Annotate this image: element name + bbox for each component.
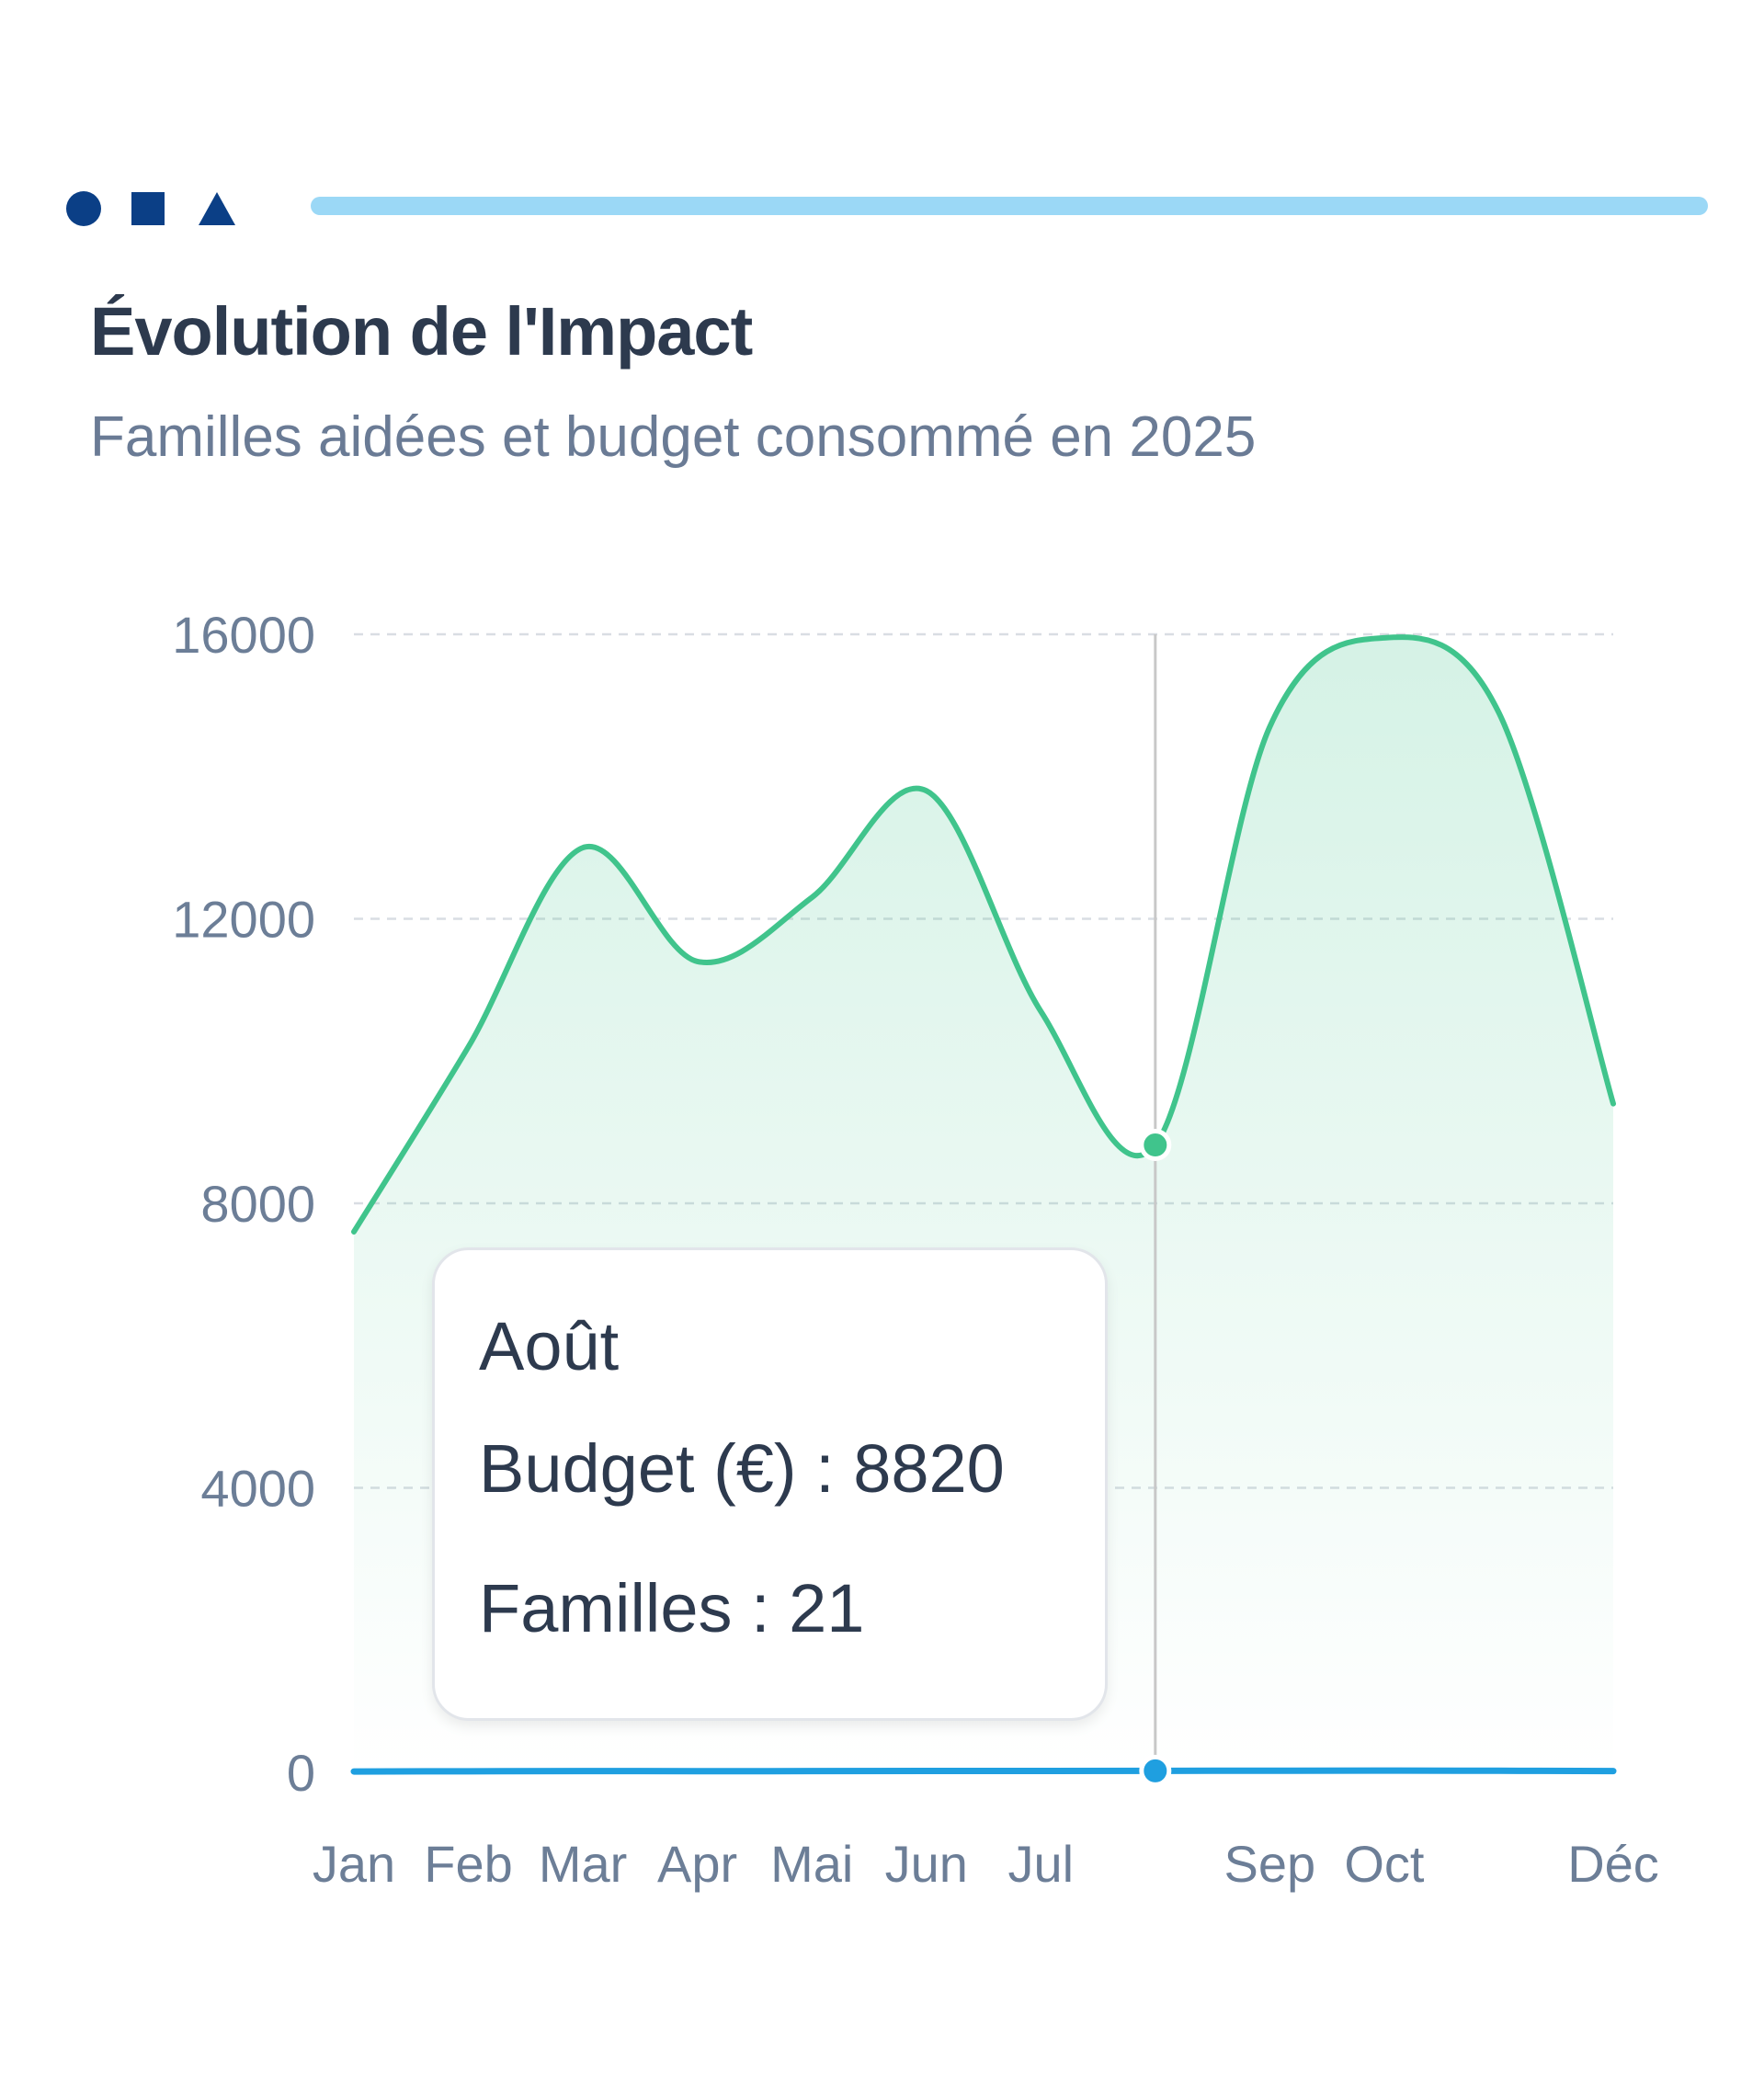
brand-shapes xyxy=(64,184,239,230)
circle-icon xyxy=(66,191,101,226)
x-tick-label: Jan xyxy=(313,1835,395,1893)
x-tick-label: Apr xyxy=(657,1835,737,1893)
y-tick-label: 8000 xyxy=(200,1175,315,1233)
x-tick-label: Mai xyxy=(770,1835,853,1893)
budget-point-highlight xyxy=(1139,1129,1172,1162)
chart-tooltip: Août Budget (€) : 8820 Familles : 21 xyxy=(432,1247,1108,1721)
x-tick-label: Mar xyxy=(539,1835,627,1893)
accent-bar xyxy=(311,197,1708,215)
y-tick-label: 0 xyxy=(287,1744,315,1802)
x-tick-label: Jul xyxy=(1007,1835,1074,1893)
y-tick-label: 12000 xyxy=(172,891,315,949)
y-tick-label: 4000 xyxy=(200,1460,315,1518)
x-tick-label: Déc xyxy=(1567,1835,1659,1893)
x-tick-label: Jun xyxy=(885,1835,968,1893)
chart-title: Évolution de l'Impact xyxy=(90,293,753,370)
chart-subtitle: Familles aidées et budget consommé en 20… xyxy=(90,405,1257,469)
x-tick-label: Feb xyxy=(424,1835,513,1893)
triangle-icon xyxy=(199,192,235,225)
square-icon xyxy=(131,192,165,225)
y-tick-label: 16000 xyxy=(172,606,315,664)
tooltip-familles: Familles : 21 xyxy=(479,1570,865,1646)
budget-series-line xyxy=(351,634,1616,1235)
x-tick-label: Oct xyxy=(1344,1835,1425,1893)
x-tick-label: Sep xyxy=(1224,1835,1316,1893)
tooltip-title: Août xyxy=(479,1308,620,1384)
tooltip-budget: Budget (€) : 8820 xyxy=(479,1430,1005,1507)
familles-point-highlight xyxy=(1139,1754,1172,1787)
